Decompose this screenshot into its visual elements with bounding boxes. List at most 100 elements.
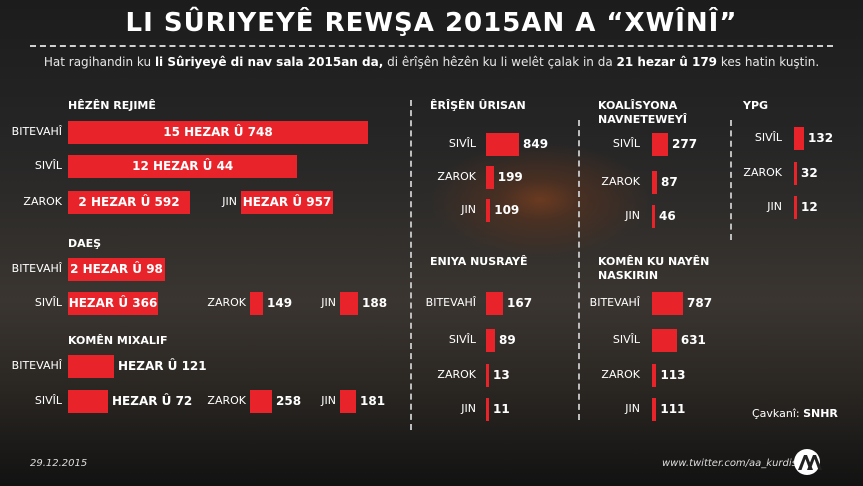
- data-label: 89: [499, 333, 516, 347]
- bar: [340, 292, 358, 315]
- bar: [68, 191, 190, 214]
- category-label: BITEVAHÎ: [425, 296, 476, 309]
- column-divider-3: [730, 120, 732, 240]
- category-label: JIN: [461, 203, 476, 216]
- column-divider-2: [578, 120, 580, 420]
- group-title: KOMÊN MIXALIF: [68, 334, 168, 347]
- bar: [486, 199, 491, 222]
- bar: [652, 329, 677, 352]
- bar: [68, 155, 298, 178]
- data-label: 109: [494, 203, 520, 217]
- bar: [486, 133, 519, 156]
- category-label: SIVÎL: [448, 137, 476, 150]
- category-label: ZAROK: [207, 394, 246, 407]
- subtitle-part3: kes hatin kuştin.: [717, 55, 820, 69]
- data-label: 32: [801, 166, 818, 180]
- bar: [652, 364, 657, 387]
- data-label: 113: [660, 368, 686, 382]
- data-label: 188: [362, 296, 388, 310]
- data-label: 199: [497, 170, 523, 184]
- bar: [794, 162, 797, 185]
- data-label: 15 HEZAR Û 748: [163, 125, 273, 139]
- column-divider-1: [410, 100, 412, 430]
- bar: [652, 133, 668, 156]
- source-name: SNHR: [803, 407, 838, 420]
- bar: [68, 121, 368, 144]
- bar: [68, 292, 158, 315]
- category-label: SIVÎL: [448, 333, 476, 346]
- footer-twitter: www.twitter.com/aa_kurdish: [662, 458, 804, 469]
- category-label: SIVÎL: [34, 296, 62, 309]
- group-title: ENIYA NUSRAYÊ: [430, 255, 528, 268]
- category-label: BITEVAHÎ: [589, 296, 640, 309]
- category-label: ZAROK: [207, 296, 246, 309]
- category-label: JIN: [767, 200, 782, 213]
- aa-logo-icon: [794, 449, 822, 475]
- bar: [794, 196, 797, 219]
- data-label: 149: [267, 296, 293, 310]
- bar: [68, 390, 108, 413]
- category-label: BITEVAHÎ: [11, 125, 62, 138]
- bar: [652, 292, 683, 315]
- source-note: Çavkanî: SNHR: [752, 407, 838, 420]
- title-divider: [30, 45, 833, 47]
- category-label: ZAROK: [437, 170, 476, 183]
- data-label: HEZAR Û 72: [112, 394, 193, 408]
- bar: [250, 292, 263, 315]
- data-label: 258: [276, 394, 302, 408]
- category-label: ZAROK: [601, 175, 640, 188]
- category-label: JIN: [321, 296, 336, 309]
- data-label: HEZAR Û 366: [68, 296, 158, 310]
- data-label: 11: [493, 402, 510, 416]
- data-label: 87: [661, 175, 678, 189]
- subtitle-part2: di êrîşên hêzên ku li welêt çalak in da: [383, 55, 617, 69]
- subtitle-part1: Hat ragihandin ku: [43, 55, 155, 69]
- category-label: SIVÎL: [754, 131, 782, 144]
- category-label: JIN: [222, 195, 237, 208]
- bar: [486, 398, 489, 421]
- infographic-title: LI SÛRIYEYÊ REWŞA 2015AN A “XWÎNÎ”: [125, 8, 738, 38]
- bar: [486, 292, 503, 315]
- category-label: JIN: [625, 209, 640, 222]
- category-label: SIVÎL: [612, 333, 640, 346]
- category-label: SIVÎL: [34, 394, 62, 407]
- bar: [486, 166, 494, 189]
- bar: [652, 205, 655, 228]
- category-label: SIVÎL: [612, 137, 640, 150]
- data-label: 631: [680, 333, 706, 347]
- data-label: 181: [360, 394, 386, 408]
- category-label: BITEVAHÎ: [11, 359, 62, 372]
- bar: [794, 127, 804, 150]
- category-label: ZAROK: [601, 368, 640, 381]
- data-label: 13: [493, 368, 510, 382]
- subtitle: Hat ragihandin ku li Sûriyeyê di nav sal…: [0, 55, 863, 69]
- bar: [486, 364, 489, 387]
- group-title: KOMÊN KU NAYÊN NASKIRIN: [598, 255, 710, 282]
- data-label: HEZAR Û 121: [118, 359, 207, 373]
- subtitle-bold2: 21 hezar û 179: [616, 55, 718, 69]
- data-label: 111: [660, 402, 686, 416]
- bar: [68, 258, 165, 281]
- data-label: 12: [801, 200, 818, 214]
- bar: [486, 329, 496, 352]
- category-label: SIVÎL: [34, 159, 62, 172]
- data-label: 787: [687, 296, 713, 310]
- data-label: 167: [507, 296, 533, 310]
- footer-date: 29.12.2015: [30, 458, 88, 469]
- data-label: HEZAR Û 957: [242, 195, 332, 209]
- category-label: ZAROK: [437, 368, 476, 381]
- data-label: 849: [523, 137, 549, 151]
- data-label: 46: [659, 209, 676, 223]
- category-label: JIN: [461, 402, 476, 415]
- category-label: ZAROK: [23, 195, 62, 208]
- bar: [68, 355, 114, 378]
- bar: [652, 398, 657, 421]
- group-title: YPG: [743, 99, 769, 112]
- data-label: 2 HEZAR Û 592: [78, 195, 180, 209]
- data-label: 2 HEZAR Û 98: [70, 262, 163, 276]
- category-label: BITEVAHÎ: [11, 262, 62, 275]
- data-label: 132: [808, 131, 834, 145]
- source-label: Çavkanî:: [752, 407, 800, 420]
- bar: [340, 390, 356, 413]
- subtitle-bold1: li Sûriyeyê di nav sala 2015an da,: [154, 55, 384, 69]
